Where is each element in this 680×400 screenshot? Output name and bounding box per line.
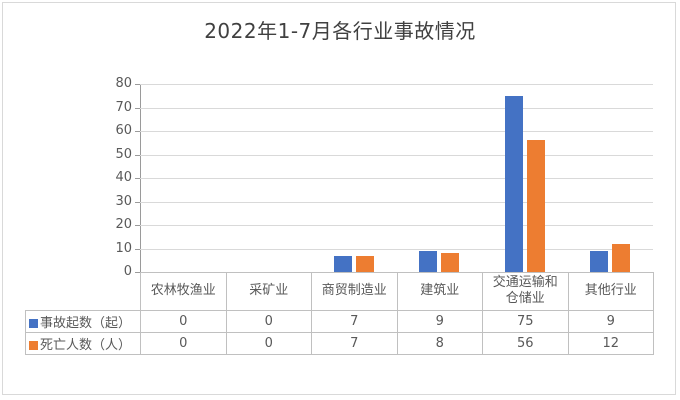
series-row-accidents: 事故起数（起） 0 0 7 9 75 9 — [25, 309, 654, 333]
table-value: 7 — [311, 309, 398, 333]
y-axis-tick — [135, 249, 140, 250]
bar-series0-cat2 — [333, 255, 352, 272]
y-gridline — [140, 84, 653, 85]
y-axis-tick-label: 0 — [123, 264, 132, 279]
table-value: 8 — [396, 331, 483, 355]
table-value: 0 — [225, 331, 312, 355]
y-axis-tick — [135, 178, 140, 179]
bar-series0-cat3 — [419, 250, 438, 272]
table-value: 12 — [567, 331, 654, 355]
data-table: 农林牧渔业 采矿业 商贸制造业 建筑业 交通运输和仓储业 其他行业 事故起数（起… — [25, 272, 654, 355]
y-gridline — [140, 202, 653, 203]
y-axis-tick — [135, 202, 140, 203]
series-row-deaths: 死亡人数（人） 0 0 7 8 56 12 — [25, 331, 654, 355]
y-axis-tick-label: 70 — [115, 100, 132, 115]
y-gridline — [140, 155, 653, 156]
y-axis-tick — [135, 272, 140, 273]
table-value: 0 — [140, 331, 227, 355]
table-value: 9 — [567, 309, 654, 333]
table-value: 9 — [396, 309, 483, 333]
y-gridline — [140, 108, 653, 109]
bar-series1-cat3 — [441, 253, 460, 272]
y-axis-tick — [135, 225, 140, 226]
legend-item-accidents: 事故起数（起） — [25, 309, 141, 333]
legend-swatch-accidents-icon — [29, 318, 38, 328]
y-axis-tick-label: 50 — [115, 147, 132, 162]
category-label: 建筑业 — [396, 272, 483, 311]
legend-item-deaths: 死亡人数（人） — [25, 331, 141, 355]
category-label: 商贸制造业 — [311, 272, 398, 311]
y-gridline — [140, 178, 653, 179]
bar-series1-cat5 — [612, 243, 631, 272]
y-gridline — [140, 225, 653, 226]
y-gridline — [140, 131, 653, 132]
y-axis-tick-label: 60 — [115, 123, 132, 138]
table-value: 56 — [482, 331, 569, 355]
y-axis-tick-label: 80 — [115, 76, 132, 91]
y-axis-tick — [135, 108, 140, 109]
category-header-row: 农林牧渔业 采矿业 商贸制造业 建筑业 交通运输和仓储业 其他行业 — [26, 272, 654, 311]
category-label: 其他行业 — [567, 272, 654, 311]
series-name-accidents: 事故起数（起） — [40, 315, 132, 331]
legend-swatch-deaths-icon — [29, 340, 38, 350]
category-label: 交通运输和仓储业 — [482, 272, 569, 311]
y-axis-tick-label: 20 — [115, 217, 132, 232]
bar-series1-cat2 — [355, 255, 374, 272]
y-axis-tick-label: 40 — [115, 170, 132, 185]
y-axis-tick-label: 10 — [115, 241, 132, 256]
bar-series0-cat5 — [590, 250, 609, 272]
table-value: 7 — [311, 331, 398, 355]
table-value: 75 — [482, 309, 569, 333]
table-corner-cell — [26, 273, 141, 311]
bar-series1-cat4 — [526, 140, 545, 272]
category-label: 农林牧渔业 — [140, 272, 227, 311]
y-axis-tick-label: 30 — [115, 194, 132, 209]
y-axis-tick — [135, 155, 140, 156]
y-axis-tick — [135, 131, 140, 132]
y-gridline — [140, 249, 653, 250]
y-axis-tick — [135, 84, 140, 85]
category-label: 采矿业 — [225, 272, 312, 311]
bar-series0-cat4 — [504, 95, 523, 272]
table-value: 0 — [225, 309, 312, 333]
table-value: 0 — [140, 309, 227, 333]
series-name-deaths: 死亡人数（人） — [40, 337, 132, 353]
chart-title: 2022年1-7月各行业事故情况 — [204, 19, 476, 43]
